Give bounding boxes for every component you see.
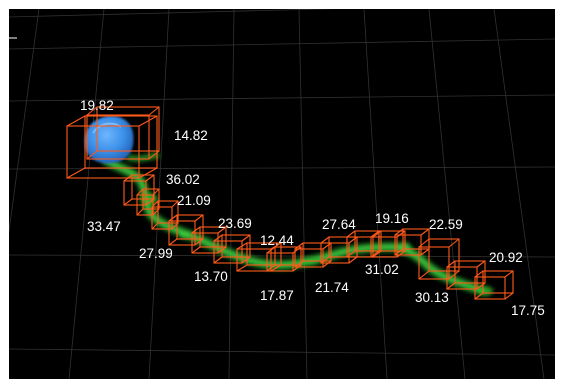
measurement-label: 14.82	[174, 128, 208, 143]
measurement-label: 17.87	[260, 288, 294, 303]
measurement-label: 23.69	[218, 216, 252, 231]
measurement-label: 22.59	[429, 217, 463, 232]
measurement-label: 17.75	[511, 303, 545, 318]
bounding-box	[213, 234, 251, 264]
bounding-box	[136, 188, 160, 216]
bounding-box	[370, 230, 406, 258]
measurement-label: 27.99	[139, 246, 173, 261]
measurement-label: 31.02	[365, 262, 399, 277]
bounding-box	[66, 115, 158, 179]
measurement-label: 27.64	[322, 217, 356, 232]
measurement-label: 21.74	[315, 280, 349, 295]
measurement-label: 19.16	[375, 211, 409, 226]
measurement-label: 20.92	[489, 250, 523, 265]
bounding-boxes	[66, 106, 514, 300]
measurement-label: 33.47	[87, 219, 121, 234]
bounding-box	[191, 226, 227, 254]
bounding-box	[446, 260, 486, 290]
cell-body	[84, 115, 134, 164]
bounding-box	[346, 230, 382, 258]
measurement-label: 21.09	[177, 193, 211, 208]
bounding-box	[320, 236, 358, 264]
3d-scene-canvas[interactable]: 19.82 14.82 36.02 21.09 33.47 27.99 23.69 13.70…	[9, 9, 555, 379]
measurement-label: 13.70	[194, 269, 228, 284]
bounding-box	[86, 106, 160, 160]
measurement-label: 30.13	[415, 290, 449, 305]
bounding-box	[418, 238, 460, 280]
bounding-box	[266, 246, 302, 272]
perspective-grid	[9, 9, 555, 379]
measurement-label: 12.44	[260, 233, 294, 248]
3d-viewport[interactable]: 19.82 14.82 36.02 21.09 33.47 27.99 23.69 13.70…	[9, 9, 555, 379]
bounding-box	[294, 242, 332, 268]
bounding-box	[236, 242, 282, 272]
measurement-label: 36.02	[166, 172, 200, 187]
measurement-labels: 19.82 14.82 36.02 21.09 33.47 27.99 23.69 13.70…	[80, 98, 545, 318]
measurement-label: 19.82	[80, 98, 114, 113]
bounding-box	[474, 270, 514, 300]
bounding-box	[151, 200, 179, 230]
